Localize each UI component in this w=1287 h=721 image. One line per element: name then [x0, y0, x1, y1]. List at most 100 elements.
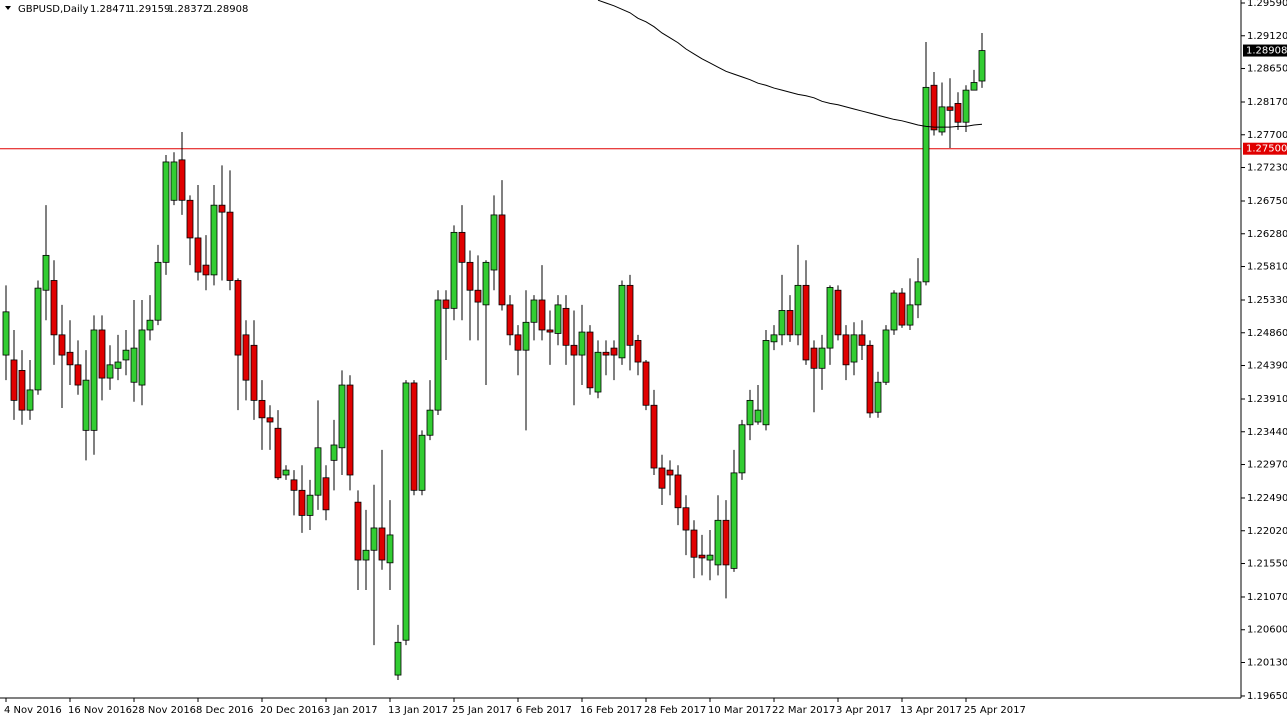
y-tick-label: 1.22970: [1247, 460, 1287, 471]
candle-body: [226, 211, 234, 281]
candle-body: [434, 299, 442, 411]
candle-body: [402, 382, 410, 641]
candle-body: [722, 519, 730, 566]
candle-body: [74, 364, 82, 386]
candle-body: [234, 280, 242, 356]
candle-body: [570, 344, 578, 356]
y-tick-label: 1.20130: [1247, 658, 1287, 669]
candle-body: [42, 254, 50, 291]
candle-body: [538, 299, 546, 331]
candle-body: [26, 389, 34, 411]
candle-body: [2, 311, 10, 356]
candle-body: [466, 261, 474, 291]
x-tick-label: 13 Apr 2017: [900, 705, 962, 716]
x-tick-label: 4 Nov 2016: [4, 705, 62, 716]
candle-body: [498, 214, 506, 306]
candle-body: [338, 384, 346, 449]
y-tick-label: 1.23440: [1247, 427, 1287, 438]
level-price-label: 1.27500: [1246, 144, 1287, 155]
candle-body: [898, 292, 906, 326]
y-tick-label: 1.26280: [1247, 229, 1287, 240]
x-tick-label: 28 Feb 2017: [644, 705, 706, 716]
candle-body: [330, 444, 338, 461]
candle-body: [154, 261, 162, 321]
candle-body: [546, 329, 554, 333]
candle-body: [522, 321, 530, 351]
candle-body: [202, 264, 210, 276]
y-tick-label: 1.26750: [1247, 196, 1287, 207]
candle-body: [562, 307, 570, 346]
candle-body: [818, 347, 826, 369]
x-tick-label: 16 Nov 2016: [68, 705, 132, 716]
moving-average: [597, 0, 983, 128]
candle-body: [266, 417, 274, 423]
header-low: 1.28372: [168, 4, 209, 15]
candle-body: [194, 237, 202, 273]
x-tick-label: 8 Dec 2016: [196, 705, 254, 716]
candle-body: [658, 467, 666, 489]
x-tick-label: 20 Dec 2016: [260, 705, 324, 716]
candle-body: [290, 479, 298, 491]
candle-body: [258, 399, 266, 419]
candle-body: [610, 347, 618, 356]
candle-body: [882, 329, 890, 383]
current-price-box: [1243, 44, 1287, 57]
candle-body: [178, 159, 186, 201]
candle-body: [130, 347, 138, 383]
level-price-box: [1243, 142, 1287, 155]
candle-body: [594, 351, 602, 393]
candle-body: [978, 50, 986, 82]
x-tick-label: 10 Mar 2017: [708, 705, 771, 716]
candle-body: [690, 529, 698, 558]
candle-body: [90, 329, 98, 431]
y-tick-label: 1.24860: [1247, 328, 1287, 339]
y-tick-label: 1.29120: [1247, 31, 1287, 42]
y-tick-label: 1.22020: [1247, 526, 1287, 537]
header-close: 1.28908: [207, 4, 248, 15]
x-tick-label: 3 Jan 2017: [324, 705, 378, 716]
candle-body: [186, 199, 194, 239]
candle-body: [802, 284, 810, 361]
candle-body: [930, 84, 938, 131]
header-open: 1.28471: [90, 4, 131, 15]
candle-body: [346, 384, 354, 476]
y-tick-label: 1.19650: [1247, 691, 1287, 702]
candle-body: [602, 351, 610, 356]
candle-body: [554, 304, 562, 334]
menu-arrow[interactable]: [5, 6, 11, 10]
candle-body: [458, 231, 466, 263]
candle-body: [218, 204, 226, 213]
x-tick-label: 25 Jan 2017: [452, 705, 512, 716]
candle-body: [98, 329, 106, 379]
candle-body: [842, 334, 850, 366]
candle-body: [586, 331, 594, 389]
y-tick-label: 1.24390: [1247, 361, 1287, 372]
candle-body: [490, 214, 498, 271]
candle-body: [962, 89, 970, 123]
candle-body: [578, 331, 586, 356]
candle-body: [170, 161, 178, 201]
candle-body: [322, 477, 330, 511]
y-tick-label: 1.29590: [1247, 0, 1287, 9]
candle-body: [114, 361, 122, 369]
candle-body: [938, 106, 946, 133]
candle-body: [794, 284, 802, 336]
candle-body: [890, 292, 898, 331]
candle-body: [706, 554, 714, 561]
y-tick-label: 1.22490: [1247, 493, 1287, 504]
y-tick-label: 1.20600: [1247, 625, 1287, 636]
y-tick-label: 1.25330: [1247, 295, 1287, 306]
x-tick-label: 16 Feb 2017: [580, 705, 642, 716]
candle-body: [530, 299, 538, 323]
candle-body: [410, 382, 418, 491]
candle-body: [914, 281, 922, 306]
candle-body: [746, 399, 754, 426]
candle-body: [858, 334, 866, 346]
candle-body: [674, 474, 682, 509]
current-price-label: 1.28908: [1246, 46, 1287, 57]
candle-body: [242, 334, 250, 381]
candle-body: [18, 370, 26, 411]
candle-body: [850, 334, 858, 363]
x-tick-label: 22 Mar 2017: [772, 705, 835, 716]
